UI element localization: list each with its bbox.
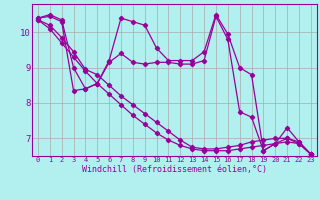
X-axis label: Windchill (Refroidissement éolien,°C): Windchill (Refroidissement éolien,°C) bbox=[82, 165, 267, 174]
